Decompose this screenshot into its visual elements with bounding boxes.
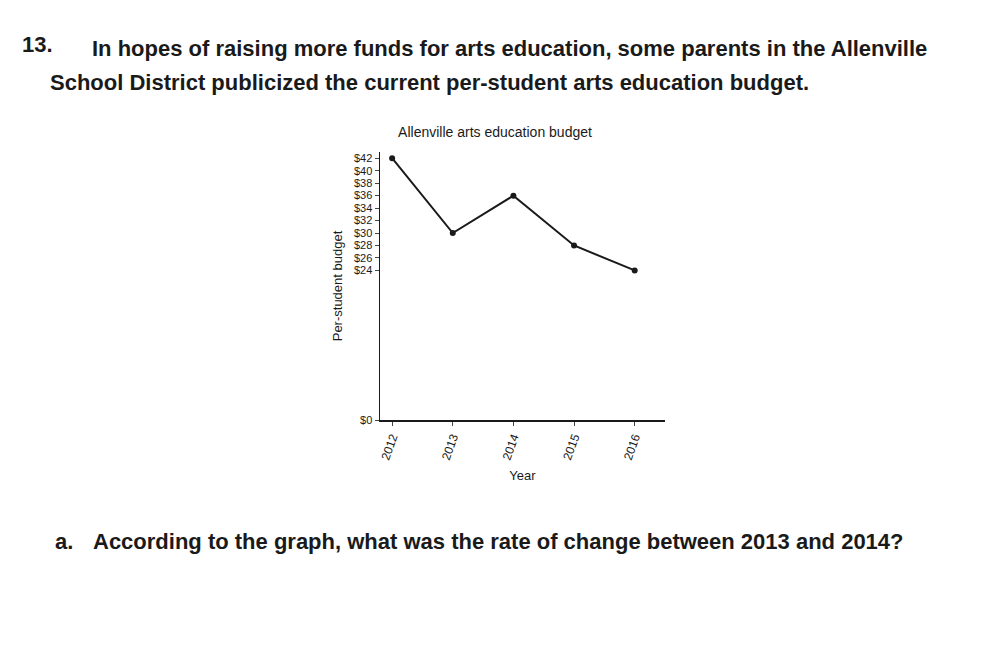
svg-text:$38: $38 xyxy=(354,177,372,189)
svg-text:$34: $34 xyxy=(354,202,372,214)
svg-text:$40: $40 xyxy=(354,165,372,177)
svg-text:$26: $26 xyxy=(354,252,372,264)
html-text:According to the graph, what w: According to the graph, what was the rat… xyxy=(93,529,904,554)
html-text:13.: 13. xyxy=(22,32,53,57)
svg-text:$24: $24 xyxy=(354,264,372,276)
svg-text:2014: 2014 xyxy=(500,432,522,462)
svg-text:$42: $42 xyxy=(354,152,372,164)
svg-text:2016: 2016 xyxy=(621,432,643,462)
svg-text:2012: 2012 xyxy=(378,432,400,462)
svg-text:Allenville arts education budg: Allenville arts education budget xyxy=(398,124,592,140)
svg-text:2015: 2015 xyxy=(560,432,582,462)
svg-text:Year: Year xyxy=(509,468,536,483)
svg-text:$36: $36 xyxy=(354,189,372,201)
html-text:In hopes of raising more funds: In hopes of raising more funds for arts … xyxy=(50,36,928,96)
svg-text:$0: $0 xyxy=(360,414,372,426)
html-text:a.: a. xyxy=(55,529,74,554)
svg-text:$28: $28 xyxy=(354,239,372,251)
svg-text:Per-student budget: Per-student budget xyxy=(330,230,345,341)
svg-text:2013: 2013 xyxy=(439,432,461,462)
svg-text:$32: $32 xyxy=(354,214,372,226)
svg-text:$30: $30 xyxy=(354,227,372,239)
